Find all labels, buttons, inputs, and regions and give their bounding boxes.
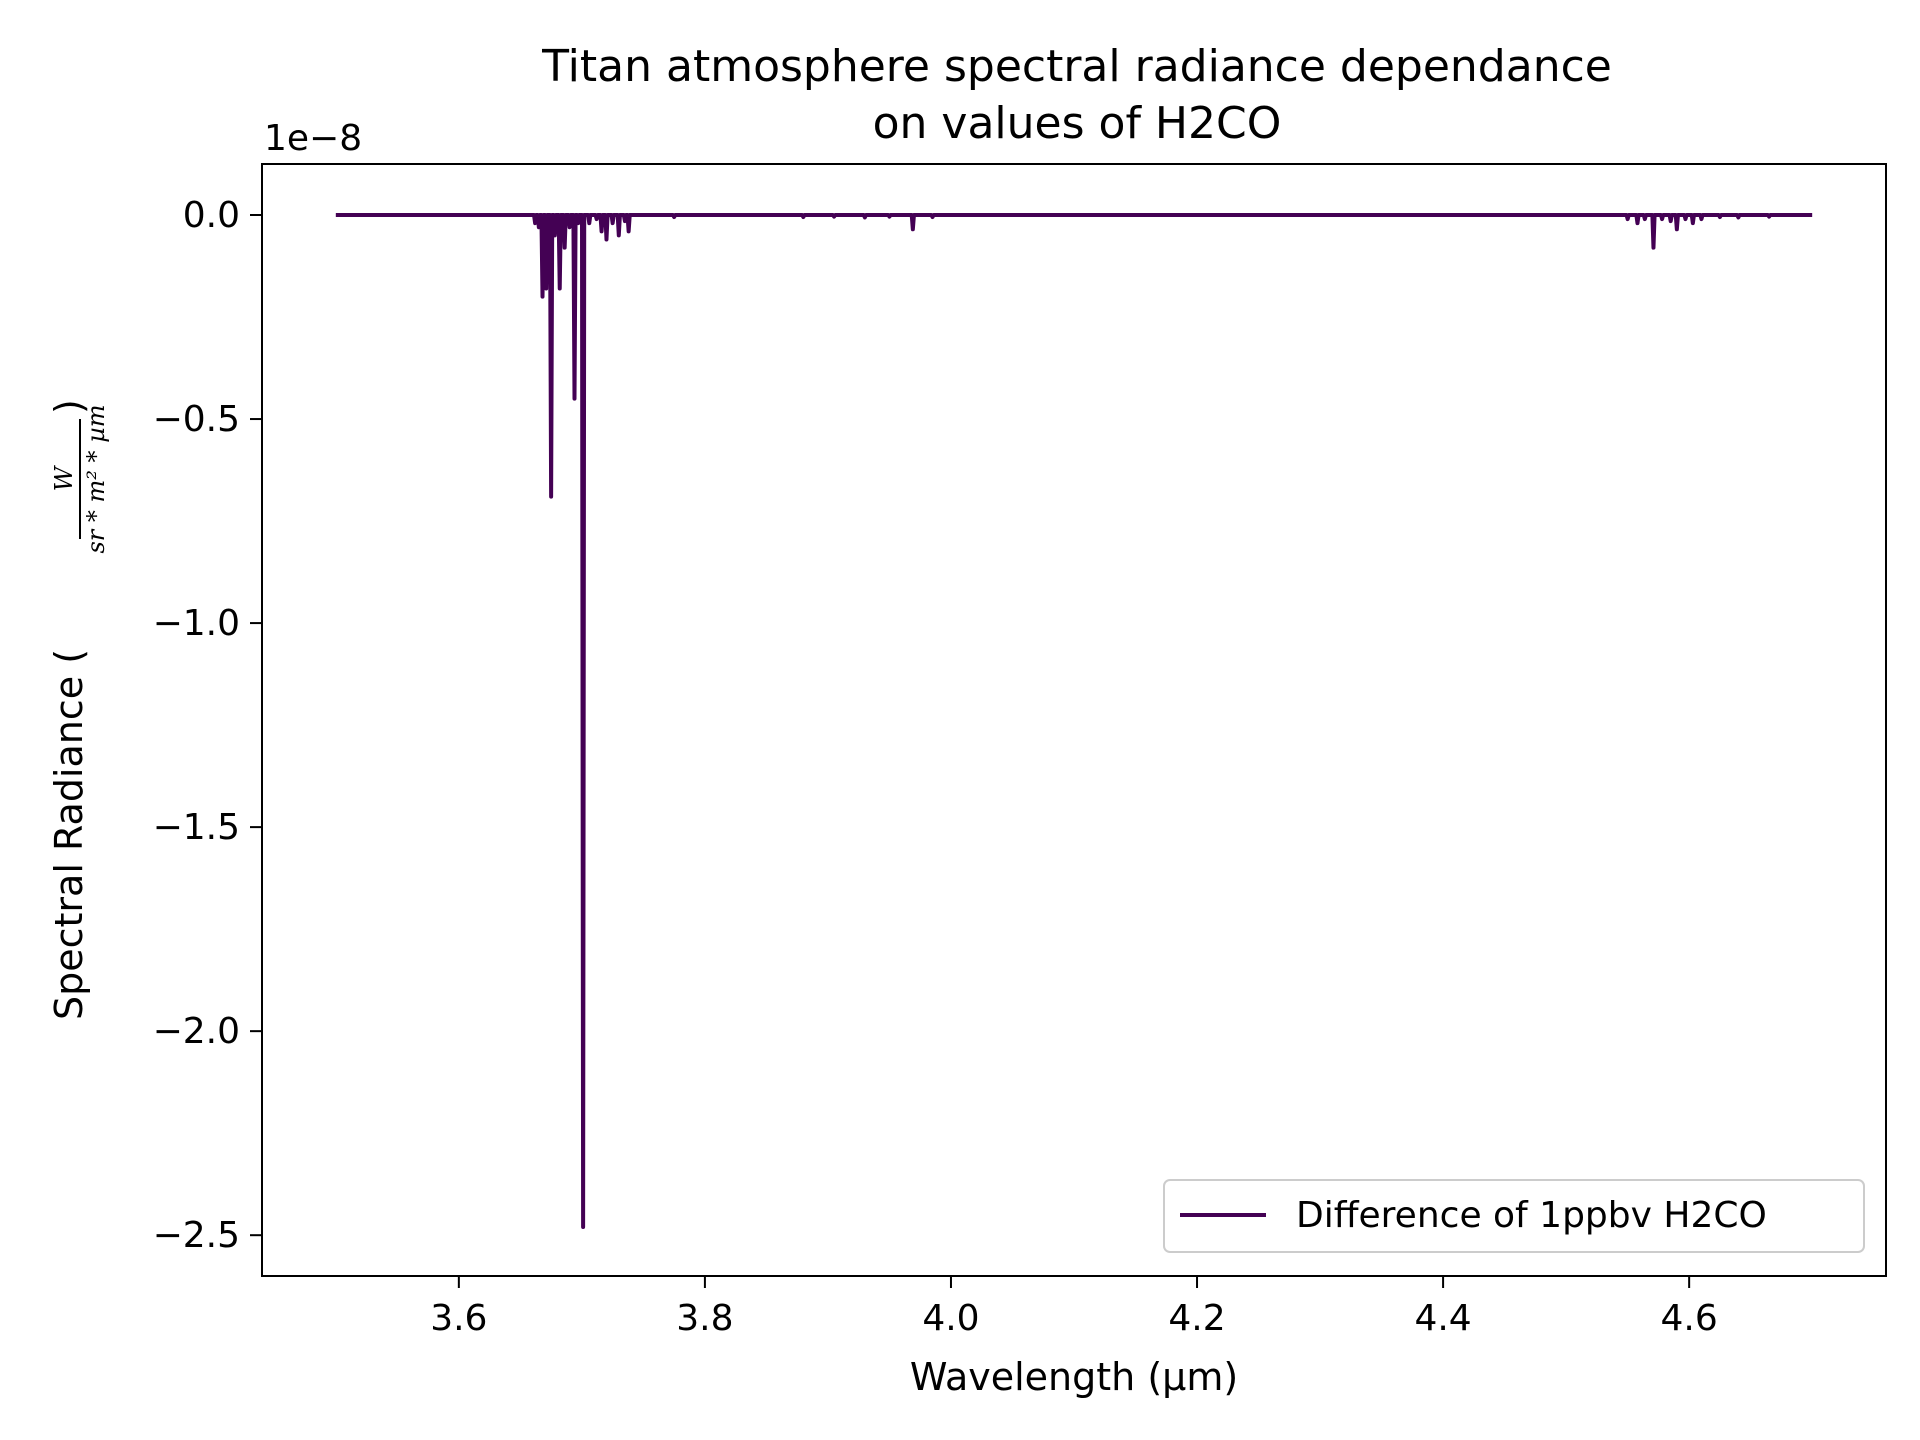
y-axis-unit-numerator: W (50, 464, 78, 491)
chart-title-line-1: Titan atmosphere spectral radiance depen… (541, 41, 1612, 92)
series-group (335, 213, 1813, 1230)
x-tick-label: 3.8 (676, 1298, 733, 1339)
y-axis-label: Spectral Radiance ( W sr * m² * µm ) (47, 399, 110, 1020)
y-axis-label-close: ) (47, 399, 91, 414)
y-axis: 0.0 −0.5 −1.0 −1.5 −2.0 −2.5 (153, 195, 262, 1256)
x-tick-label: 3.6 (430, 1298, 487, 1339)
legend: Difference of 1ppbv H2CO (1163, 1179, 1865, 1253)
y-tick-label: −0.5 (153, 399, 240, 440)
x-tick-label: 4.6 (1661, 1298, 1718, 1339)
x-tick-label: 4.2 (1168, 1298, 1225, 1339)
legend-entry-label: Difference of 1ppbv H2CO (1296, 1195, 1767, 1236)
y-tick-label: −1.0 (153, 603, 240, 644)
x-tick-label: 4.0 (922, 1298, 979, 1339)
y-tick-label: −1.5 (153, 807, 240, 848)
series-line (335, 213, 1813, 1230)
y-axis-unit-denominator: sr * m² * µm (82, 404, 110, 553)
y-tick-label: 0.0 (183, 195, 240, 236)
x-axis-label: Wavelength (µm) (910, 1355, 1238, 1399)
chart-title-line-2: on values of H2CO (873, 98, 1282, 149)
legend-box (1163, 1179, 1865, 1253)
y-axis-label-text: Spectral Radiance ( (47, 649, 91, 1020)
y-offset-label: 1e−8 (264, 118, 362, 159)
y-tick-label: −2.5 (153, 1215, 240, 1256)
plot-frame (261, 163, 1887, 1277)
y-tick-label: −2.0 (153, 1011, 240, 1052)
x-tick-label: 4.4 (1414, 1298, 1471, 1339)
x-axis: 3.6 3.8 4.0 4.2 4.4 4.6 (430, 1276, 1718, 1339)
